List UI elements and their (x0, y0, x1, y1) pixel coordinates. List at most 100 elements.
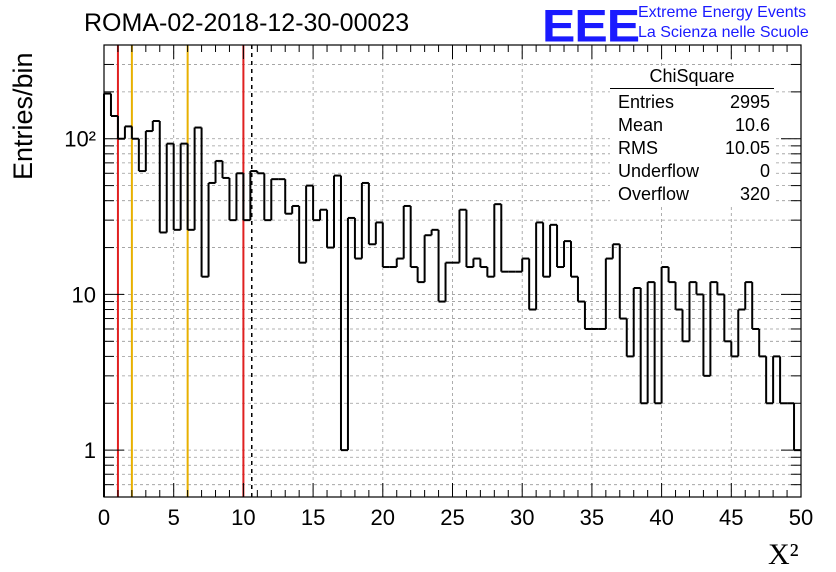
histogram-bin-91 (737, 308, 746, 357)
histogram-bin-32 (326, 209, 335, 249)
histogram-bin-43 (402, 204, 411, 259)
y-tick-label: 10² (64, 127, 96, 152)
histogram-bin-56 (493, 203, 502, 277)
histogram-bin-60 (521, 257, 530, 272)
histogram-bin-93 (751, 282, 760, 330)
histogram-bin-6 (144, 130, 153, 172)
stats-row-overflow: Overflow 320 (610, 183, 774, 206)
histogram-bin-47 (430, 228, 439, 236)
stats-value: 0 (759, 161, 770, 181)
histogram-bin-2 (116, 115, 125, 140)
histogram-bin-79 (653, 282, 662, 405)
histogram-bin-4 (130, 126, 139, 140)
histogram-bin-90 (730, 341, 739, 358)
histogram-bin-49 (444, 261, 453, 302)
eee-logo: EEE (542, 0, 640, 52)
histogram-bin-72 (604, 257, 613, 329)
stats-value: 10.05 (724, 138, 770, 158)
histogram-bin-87 (709, 281, 718, 376)
histogram-bin-29 (305, 184, 314, 263)
histogram-bin-13 (193, 126, 202, 230)
histogram-bin-8 (158, 120, 167, 234)
histogram-bin-84 (688, 281, 697, 342)
histogram-bin-7 (151, 119, 160, 132)
histogram-bin-15 (207, 181, 216, 277)
logo-line-1: Extreme Energy Events (638, 4, 807, 21)
histogram-bin-36 (353, 217, 362, 260)
histogram-bin-10 (172, 143, 181, 231)
histogram-bin-89 (723, 294, 732, 343)
chart-title: ROMA-02-2018-12-30-00023 (84, 9, 410, 37)
histogram-bin-76 (632, 286, 641, 357)
histogram-bin-27 (291, 204, 300, 214)
histogram-bin-63 (542, 222, 551, 278)
histogram-bin-66 (563, 240, 571, 268)
histogram-bin-30 (312, 185, 321, 222)
histogram-bin-64 (549, 223, 558, 277)
histogram-bin-54 (479, 258, 488, 269)
histogram-bin-75 (625, 318, 634, 358)
histogram-bin-38 (367, 182, 376, 246)
histogram-bin-42 (395, 257, 404, 268)
histogram-bin-9 (165, 142, 174, 233)
x-tick-label: 20 (371, 505, 395, 530)
y-tick-label: 1 (84, 438, 96, 463)
x-tick-label: 15 (301, 505, 325, 530)
histogram-bin-69 (583, 301, 592, 330)
histogram-bin-51 (458, 208, 467, 263)
histogram-bin-74 (618, 244, 627, 320)
histogram-bin-85 (695, 282, 704, 296)
x-tick-label: 35 (580, 505, 604, 530)
histogram-bin-92 (744, 281, 753, 310)
histogram-bin-94 (758, 328, 767, 358)
histogram-bin-23 (263, 173, 272, 222)
logo-line-2: La Scienza nelle Scuole (638, 24, 809, 41)
x-axis-label: X² (768, 538, 799, 571)
histogram-bin-5 (137, 138, 146, 173)
reference-lines (116, 45, 253, 497)
stats-label: Underflow (618, 161, 700, 181)
x-tick-label: 50 (789, 505, 813, 530)
histogram-bin-80 (660, 266, 669, 404)
stats-value: 320 (739, 184, 770, 204)
histogram-bin-67 (569, 241, 578, 278)
histogram-bin-81 (667, 267, 676, 284)
histogram-bin-88 (716, 282, 725, 296)
x-tick-label: 5 (168, 505, 180, 530)
histogram-bin-62 (535, 221, 544, 310)
histogram-bin-95 (765, 356, 774, 405)
histogram-bin-78 (646, 281, 655, 404)
histogram-bin-86 (702, 294, 711, 377)
histogram-bin-73 (611, 243, 620, 259)
histogram-bin-16 (214, 159, 223, 183)
histogram-bin-34 (339, 175, 348, 452)
histogram-bin-45 (416, 267, 425, 284)
stats-label: Mean (618, 115, 664, 135)
histogram-bin-48 (437, 229, 446, 303)
stats-row-underflow: Underflow 0 (610, 160, 774, 183)
histogram-bin-11 (179, 142, 188, 230)
histogram-bin-35 (346, 216, 355, 451)
histogram-bin-39 (374, 221, 383, 245)
histogram-bin-46 (423, 234, 432, 283)
stats-value: 2995 (729, 92, 770, 112)
stats-label: Overflow (618, 184, 690, 204)
histogram-bin-24 (270, 178, 279, 221)
stats-row-mean: Mean 10.6 (610, 114, 774, 137)
histogram-bin-83 (681, 309, 690, 343)
histogram-bin-28 (298, 205, 307, 264)
axis-ticks (103, 44, 802, 498)
histogram-bin-57 (500, 204, 509, 273)
axis-tick-labels: 0 5 10 15 20 25 30 35 40 45 50 1 10 10² (64, 127, 813, 530)
y-tick-label: 10 (72, 282, 96, 307)
histogram-bin-1 (109, 93, 118, 117)
histogram-bin-21 (249, 170, 258, 221)
stats-row-rms: RMS 10.05 (610, 137, 774, 160)
histogram-bin-82 (674, 282, 683, 311)
histogram-bin-37 (360, 181, 369, 259)
histogram-bin-31 (319, 208, 328, 221)
histogram-bin-17 (221, 160, 230, 179)
histogram-bin-96 (772, 355, 781, 404)
histogram-bin-55 (486, 267, 495, 278)
